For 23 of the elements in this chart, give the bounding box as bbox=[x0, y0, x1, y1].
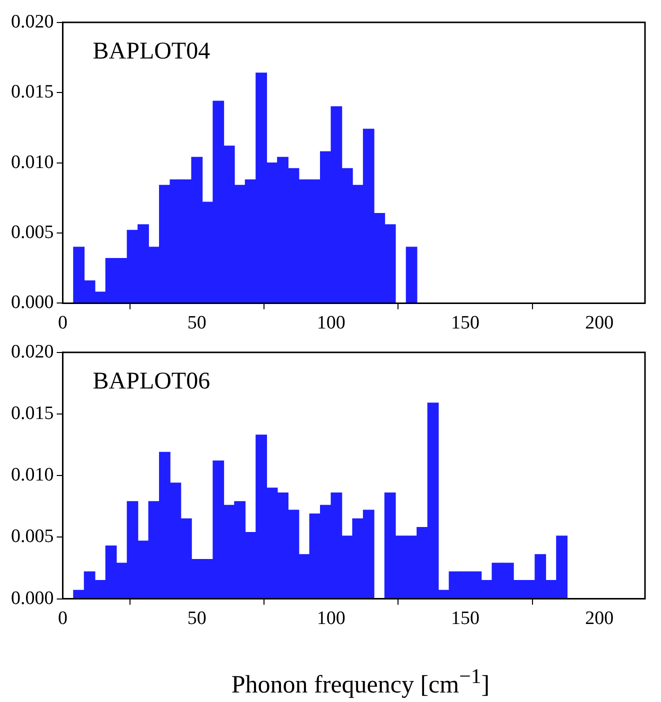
x-axis-title: Phonon frequency [cm$^{−1}$] bbox=[230, 664, 491, 700]
y-tick-label: 0.010 bbox=[11, 152, 54, 173]
y-tick-label: 0.020 bbox=[11, 341, 54, 362]
annotation: BAPLOT04 bbox=[92, 38, 210, 65]
y-tick-label: 0.015 bbox=[11, 402, 54, 424]
y-tick-label: 0.005 bbox=[11, 222, 54, 243]
x-tick-label: 100 bbox=[316, 608, 346, 630]
x-tick-label: 150 bbox=[450, 608, 480, 630]
x-tick-label: 50 bbox=[187, 312, 206, 334]
x-tick-label: 150 bbox=[450, 312, 480, 334]
x-tick-label: 200 bbox=[585, 312, 614, 334]
y-tick-label: 0.015 bbox=[11, 82, 54, 103]
x-tick-label: 200 bbox=[585, 608, 614, 630]
y-tick-label: 0.000 bbox=[11, 292, 54, 314]
y-tick-label: 0.010 bbox=[11, 464, 54, 486]
x-tick-label: 0 bbox=[58, 312, 68, 334]
x-tick-label: 0 bbox=[58, 608, 68, 630]
y-tick-label: 0.020 bbox=[11, 11, 54, 32]
x-tick-label: 100 bbox=[316, 312, 346, 334]
y-tick-label: 0.005 bbox=[11, 526, 54, 548]
x-tick-label: 50 bbox=[187, 608, 206, 630]
annotation: BAPLOT06 bbox=[92, 368, 210, 395]
y-tick-label: 0.000 bbox=[11, 588, 54, 609]
